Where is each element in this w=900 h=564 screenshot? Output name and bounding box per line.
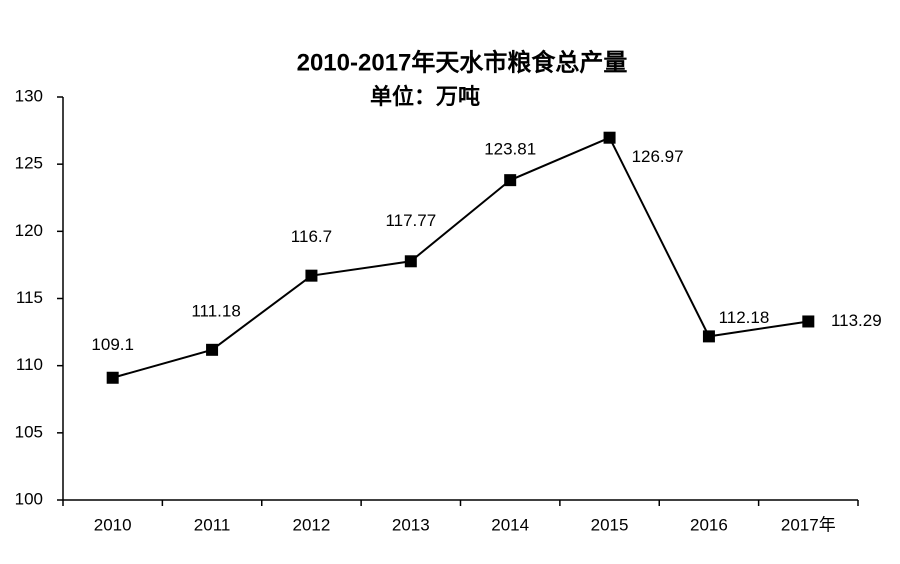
- x-tick-label: 2013: [392, 515, 430, 534]
- data-label: 112.18: [719, 308, 770, 327]
- data-point: [504, 174, 517, 187]
- x-tick-label: 2010: [94, 515, 132, 534]
- chart-subtitle: 单位：万吨: [370, 84, 480, 109]
- x-tick-label: 2011: [194, 515, 231, 534]
- x-tick-label: 2016: [690, 515, 728, 534]
- data-label: 126.97: [632, 147, 684, 166]
- data-point: [802, 315, 815, 328]
- data-point: [305, 269, 318, 282]
- y-tick-label: 110: [16, 355, 43, 374]
- data-point: [603, 131, 616, 144]
- data-point: [206, 343, 219, 356]
- chart-title: 2010-2017年天水市粮食总产量: [297, 48, 628, 76]
- y-tick-label: 130: [15, 86, 43, 105]
- data-label: 117.77: [385, 211, 436, 230]
- data-point: [106, 371, 119, 384]
- data-label: 113.29: [831, 311, 882, 330]
- y-tick-label: 120: [15, 221, 43, 240]
- x-tick-label: 2015: [591, 515, 629, 534]
- x-tick-label: 2017年: [781, 515, 836, 534]
- data-label: 111.18: [191, 301, 240, 320]
- x-tick-label: 2014: [491, 515, 529, 534]
- data-label: 109.1: [91, 335, 134, 354]
- y-tick-label: 125: [15, 154, 43, 173]
- data-point: [702, 330, 715, 343]
- y-tick-label: 105: [15, 422, 43, 441]
- x-tick-label: 2012: [293, 515, 331, 534]
- data-line: [112, 136, 809, 379]
- data-label: 123.81: [484, 140, 536, 159]
- data-label: 116.7: [291, 227, 332, 246]
- y-tick-label: 115: [16, 288, 43, 307]
- data-point: [404, 255, 417, 268]
- y-tick-label: 100: [15, 489, 43, 508]
